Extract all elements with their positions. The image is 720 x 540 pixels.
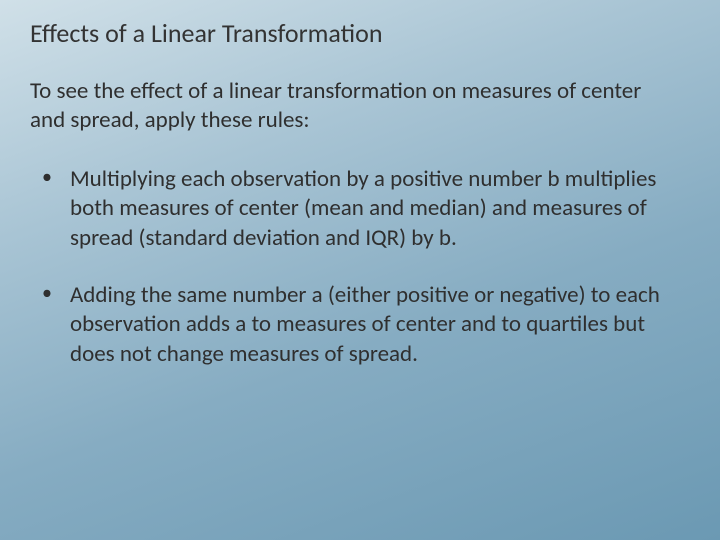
list-item: Multiplying each observation by a positi… (36, 165, 690, 253)
slide-intro: To see the effect of a linear transforma… (30, 77, 650, 135)
slide-content: Effects of a Linear Transformation To se… (0, 0, 720, 540)
list-item: Adding the same number a (either positiv… (36, 281, 690, 369)
bullet-list: Multiplying each observation by a positi… (30, 165, 690, 370)
slide-title: Effects of a Linear Transformation (30, 18, 690, 49)
